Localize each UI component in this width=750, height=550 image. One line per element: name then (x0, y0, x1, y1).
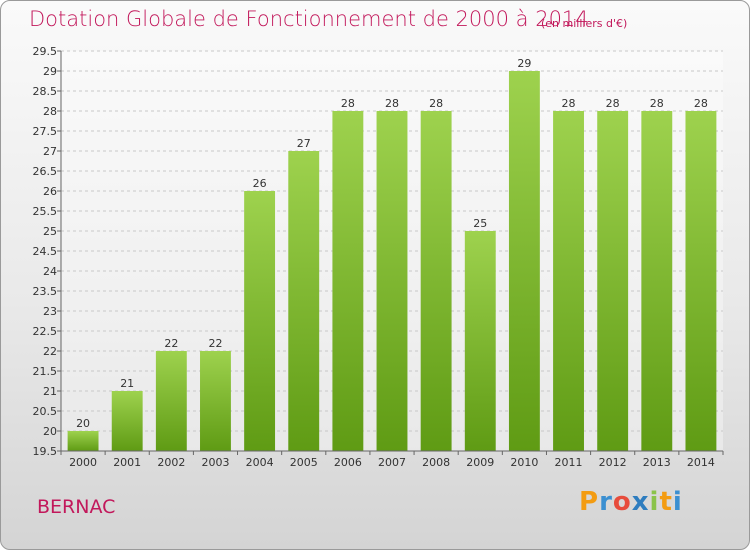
data-label-2010: 29 (517, 57, 531, 70)
data-label-2007: 28 (385, 97, 399, 110)
x-tick-label-2000: 2000 (69, 456, 97, 469)
commune-name: BERNAC (37, 496, 116, 518)
x-tick-label-2003: 2003 (201, 456, 229, 469)
y-tick-label: 29 (43, 65, 57, 78)
x-tick-label-2004: 2004 (246, 456, 274, 469)
y-tick-label: 24.5 (33, 245, 58, 258)
y-tick-label: 21 (43, 385, 57, 398)
bar-2004[interactable] (244, 191, 276, 451)
bar-2000[interactable] (67, 431, 99, 451)
x-tick-label-2001: 2001 (113, 456, 141, 469)
bar-2009[interactable] (464, 231, 496, 451)
x-tick-label-2009: 2009 (466, 456, 494, 469)
y-tick-label: 27 (43, 145, 57, 158)
bar-2013[interactable] (641, 111, 673, 451)
y-tick-label: 25 (43, 225, 57, 238)
bar-2001[interactable] (111, 391, 143, 451)
data-label-2002: 22 (164, 337, 178, 350)
bar-2007[interactable] (376, 111, 408, 451)
y-tick-label: 23 (43, 305, 57, 318)
y-tick-label: 19.5 (33, 445, 58, 458)
x-tick-label-2014: 2014 (687, 456, 715, 469)
data-label-2014: 28 (694, 97, 708, 110)
data-label-2005: 27 (297, 137, 311, 150)
chart-title: Dotation Globale de Fonctionnement de 20… (29, 7, 589, 31)
y-tick-label: 23.5 (33, 285, 58, 298)
bar-2003[interactable] (200, 351, 231, 451)
data-label-2006: 28 (341, 97, 355, 110)
bar-2002[interactable] (155, 351, 187, 451)
proxiti-logo[interactable]: Proxiti (579, 487, 683, 517)
x-tick-label-2002: 2002 (157, 456, 185, 469)
data-label-2004: 26 (253, 177, 267, 190)
x-tick-label-2006: 2006 (334, 456, 362, 469)
data-label-2001: 21 (120, 377, 134, 390)
data-label-2000: 20 (76, 417, 90, 430)
y-tick-label: 20.5 (33, 405, 58, 418)
y-tick-label: 29.5 (33, 45, 58, 58)
x-tick-label-2007: 2007 (378, 456, 406, 469)
data-label-2013: 28 (650, 97, 664, 110)
y-tick-label: 22.5 (33, 325, 58, 338)
data-label-2011: 28 (562, 97, 576, 110)
y-tick-label: 26 (43, 185, 57, 198)
y-tick-label: 22 (43, 345, 57, 358)
bar-2008[interactable] (420, 111, 452, 451)
x-tick-label-2008: 2008 (422, 456, 450, 469)
chart-subtitle: (en milliers d'€) (541, 17, 628, 30)
y-tick-label: 25.5 (33, 205, 58, 218)
data-label-2008: 28 (429, 97, 443, 110)
bar-2005[interactable] (288, 151, 320, 451)
x-tick-label-2013: 2013 (643, 456, 671, 469)
data-label-2009: 25 (473, 217, 487, 230)
x-tick-label-2012: 2012 (599, 456, 627, 469)
bar-2011[interactable] (553, 111, 584, 451)
y-tick-label: 28 (43, 105, 57, 118)
bar-2014[interactable] (685, 111, 717, 451)
y-tick-label: 27.5 (33, 125, 58, 138)
x-tick-label-2010: 2010 (510, 456, 538, 469)
data-label-2003: 22 (208, 337, 222, 350)
y-tick-label: 28.5 (33, 85, 58, 98)
x-tick-label-2005: 2005 (290, 456, 318, 469)
x-tick-label-2011: 2011 (555, 456, 583, 469)
bar-2006[interactable] (332, 111, 364, 451)
data-label-2012: 28 (606, 97, 620, 110)
bar-2012[interactable] (597, 111, 629, 451)
y-tick-label: 26.5 (33, 165, 58, 178)
bar-2010[interactable] (508, 71, 540, 451)
y-tick-label: 20 (43, 425, 57, 438)
y-tick-label: 21.5 (33, 365, 58, 378)
y-tick-label: 24 (43, 265, 57, 278)
